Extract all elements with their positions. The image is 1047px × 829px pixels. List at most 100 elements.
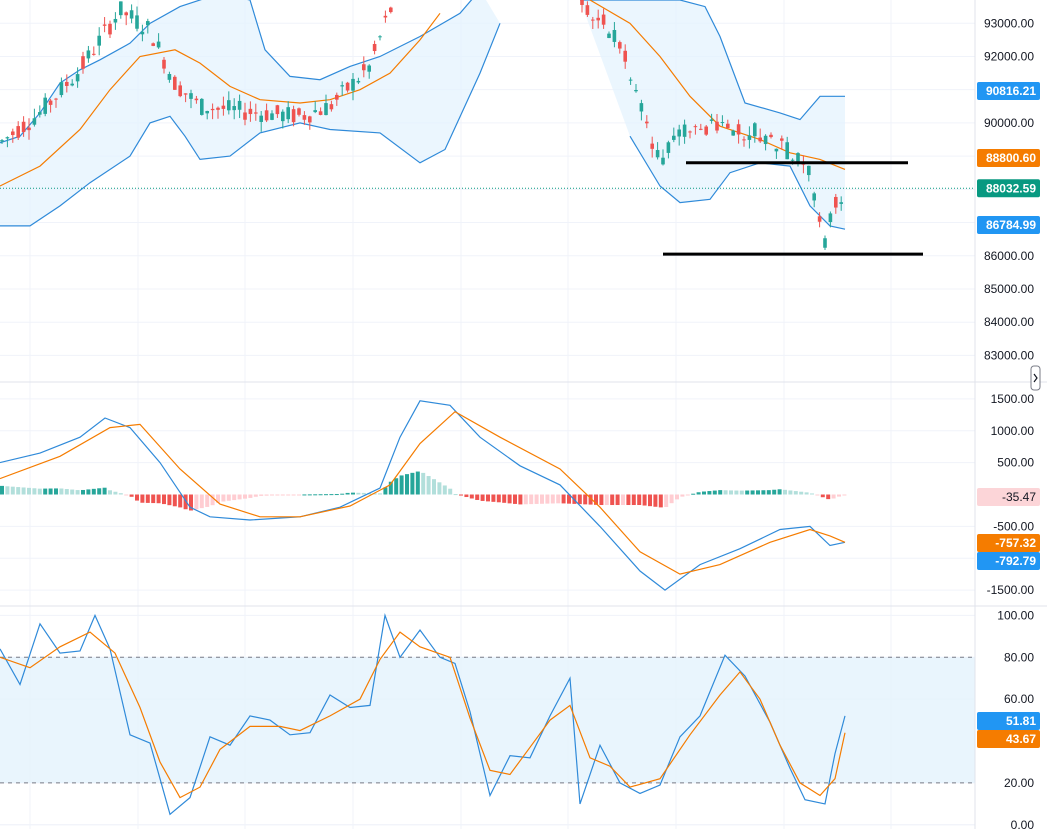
macd-histogram-bar	[556, 494, 561, 504]
macd-histogram-bar	[480, 494, 485, 501]
macd-histogram-bar	[21, 487, 26, 495]
macd-signal-pill	[977, 534, 1040, 552]
macd-histogram-bar	[712, 490, 717, 495]
candle-body	[329, 104, 334, 110]
candle-body	[194, 98, 199, 101]
macd-histogram-bar	[486, 494, 490, 502]
macd-histogram-bar	[237, 494, 242, 500]
scale-handle-button[interactable]	[1030, 365, 1041, 391]
macd-histogram-bar	[0, 485, 4, 495]
candle-body	[216, 107, 220, 110]
macd-histogram-bar	[372, 493, 377, 495]
candle-body	[753, 123, 757, 137]
macd-histogram-bar	[837, 494, 841, 497]
macd-histogram-pill	[977, 488, 1040, 506]
macd-histogram-bar	[356, 492, 361, 495]
candle-body	[634, 89, 638, 92]
bollinger-basis-value: 88800.60	[986, 151, 1036, 165]
candle-body	[59, 82, 64, 96]
macd-histogram-bar	[59, 488, 64, 495]
price-scale-tick-label: 1500.00	[991, 392, 1035, 406]
bollinger-middle-line	[0, 12, 441, 187]
candle-body	[715, 121, 719, 131]
macd-histogram-bar	[432, 479, 436, 495]
candle-body	[720, 122, 725, 124]
price-scale-tick-label: 83000.00	[984, 348, 1034, 362]
candle-body	[774, 148, 779, 152]
macd-histogram-bar	[680, 494, 685, 497]
macd-histogram-bar	[270, 494, 274, 496]
macd-histogram-bar	[475, 494, 480, 500]
macd-histogram-bar	[583, 494, 588, 505]
candle-body	[108, 23, 112, 35]
candle-body	[173, 76, 177, 90]
macd-histogram-bar	[658, 494, 663, 508]
macd-histogram-bar	[162, 494, 166, 505]
macd-histogram-bar	[745, 490, 750, 495]
bollinger-middle-line	[589, 0, 846, 170]
bollinger-upper-pill	[977, 82, 1040, 100]
macd-histogram-bar	[599, 494, 604, 506]
stochastic-panel[interactable]	[0, 613, 975, 816]
macd-histogram-bar	[205, 494, 210, 507]
stochastic-k-line	[0, 613, 846, 816]
macd-histogram	[0, 471, 847, 511]
candle-body	[709, 119, 714, 121]
candle-body	[254, 112, 258, 114]
candle-body	[335, 94, 339, 100]
macd-histogram-bar	[378, 493, 382, 495]
candle-body	[807, 165, 811, 176]
candle-body	[763, 135, 768, 145]
candle-body	[264, 110, 269, 121]
macd-histogram-bar	[318, 494, 323, 496]
price-scale-tick-label: 86000.00	[984, 249, 1034, 263]
macd-histogram-bar	[799, 491, 804, 495]
price-scale[interactable]: 93000.0092000.0091000.0090000.0089000.00…	[984, 16, 1034, 829]
candle-body	[704, 126, 708, 135]
candle-body	[275, 105, 280, 115]
macd-histogram-bar	[718, 490, 723, 495]
stochastic-lines	[0, 613, 846, 816]
candle-body	[11, 131, 15, 136]
candle-body	[812, 193, 816, 201]
price-scale-tick-label: 500.00	[997, 456, 1034, 470]
macd-histogram-bar	[410, 472, 415, 495]
bollinger-basis-pill	[977, 149, 1040, 167]
macd-histogram-bar	[766, 490, 771, 495]
price-panel[interactable]	[0, 0, 975, 256]
candle-body	[372, 43, 377, 52]
candle-body	[92, 53, 96, 55]
macd-histogram-bar	[448, 488, 453, 495]
price-scale-tick-label: 80.00	[1004, 650, 1034, 664]
macd-histogram-bar	[151, 494, 156, 504]
candle-body	[200, 98, 204, 115]
candle-body	[645, 121, 649, 124]
candle-body	[248, 108, 253, 115]
macd-histogram-bar	[118, 493, 123, 495]
macd-histogram-bar	[48, 488, 53, 495]
candle-body	[591, 19, 595, 21]
macd-histogram-bar	[469, 494, 474, 499]
candle-body	[205, 110, 209, 114]
candle-body	[726, 123, 730, 129]
macd-histogram-bar	[594, 494, 598, 505]
drawn-horizontal-lines[interactable]	[663, 161, 923, 256]
candle-body	[623, 50, 627, 62]
macd-histogram-bar	[178, 494, 183, 508]
macd-histogram-bar	[124, 494, 129, 496]
candle-body	[682, 124, 687, 137]
price-scale-tick-label: -1500.00	[987, 583, 1035, 597]
stochastic-d-line	[0, 631, 846, 799]
macd-histogram-bar	[496, 494, 501, 503]
macd-panel[interactable]	[0, 400, 847, 591]
last-price-value: 88032.59	[986, 181, 1036, 195]
macd-histogram-bar	[156, 494, 161, 504]
price-scale-tick-label: 0.00	[1011, 818, 1035, 829]
candle-body	[731, 130, 735, 136]
chevron-right-icon	[1033, 373, 1038, 383]
candle-body	[655, 150, 660, 158]
macd-histogram-bar	[772, 489, 777, 495]
price-scale-tick-label: 90000.00	[984, 116, 1034, 130]
